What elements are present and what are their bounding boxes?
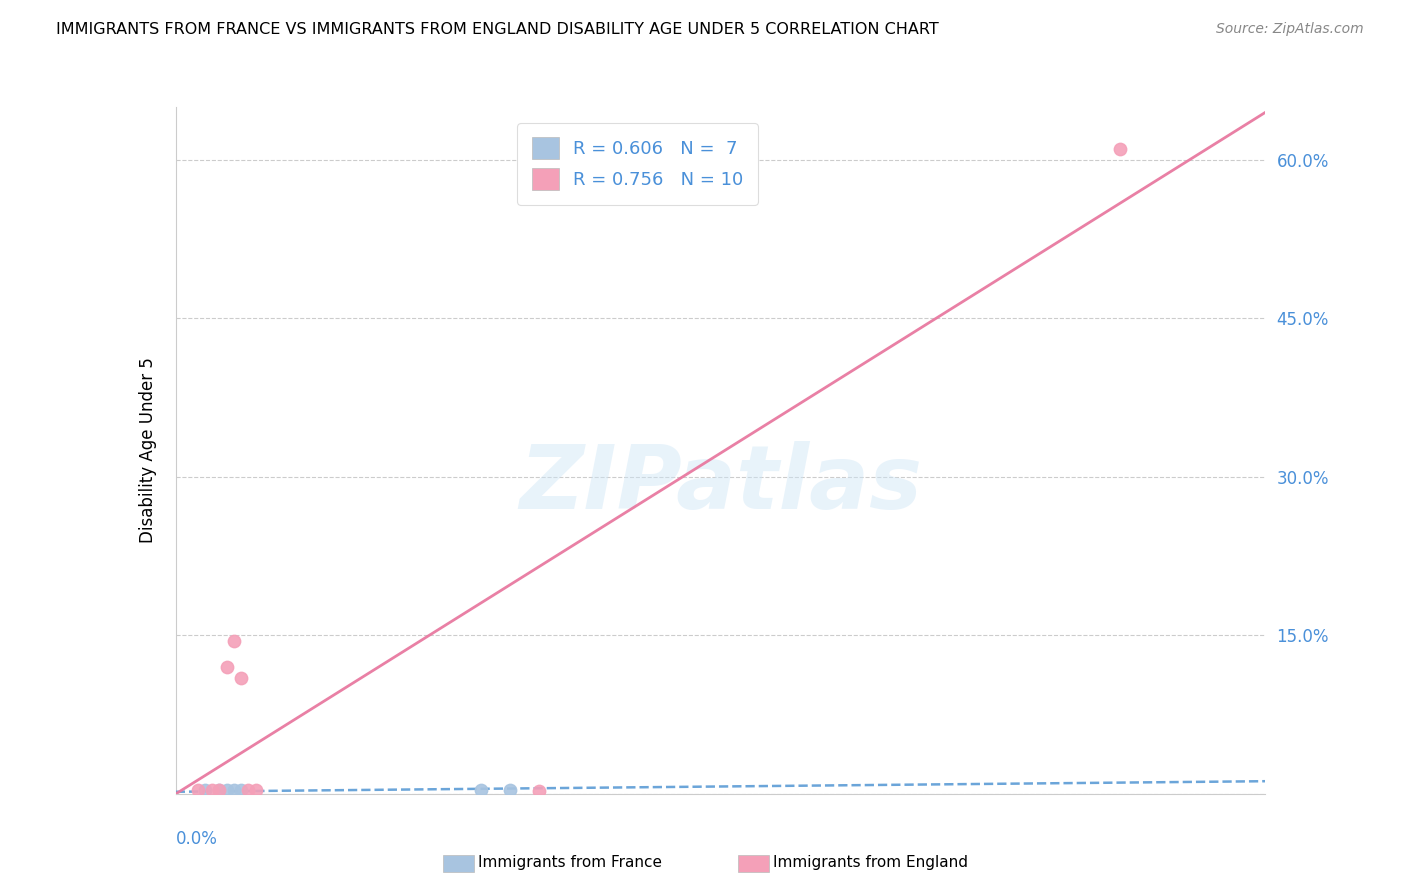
Point xyxy=(222,633,245,648)
Point xyxy=(222,782,245,797)
Point xyxy=(527,783,550,797)
Point xyxy=(470,782,492,797)
Point xyxy=(1109,142,1132,156)
Point xyxy=(201,782,224,797)
Text: Immigrants from France: Immigrants from France xyxy=(478,855,662,870)
Point xyxy=(186,782,209,797)
Point xyxy=(231,671,253,685)
Point xyxy=(231,782,253,797)
Point xyxy=(194,782,217,797)
Point xyxy=(215,660,238,674)
Text: ZIPatlas: ZIPatlas xyxy=(519,442,922,528)
Point xyxy=(208,782,231,797)
Point xyxy=(245,782,267,797)
Point xyxy=(215,782,238,797)
Text: IMMIGRANTS FROM FRANCE VS IMMIGRANTS FROM ENGLAND DISABILITY AGE UNDER 5 CORRELA: IMMIGRANTS FROM FRANCE VS IMMIGRANTS FRO… xyxy=(56,22,939,37)
Point xyxy=(208,782,231,797)
Text: Source: ZipAtlas.com: Source: ZipAtlas.com xyxy=(1216,22,1364,37)
Text: 0.0%: 0.0% xyxy=(176,830,218,847)
Y-axis label: Disability Age Under 5: Disability Age Under 5 xyxy=(139,358,157,543)
Point xyxy=(499,782,522,797)
Text: Immigrants from England: Immigrants from England xyxy=(773,855,969,870)
Legend: R = 0.606   N =  7, R = 0.756   N = 10: R = 0.606 N = 7, R = 0.756 N = 10 xyxy=(517,123,758,205)
Point xyxy=(238,782,260,797)
